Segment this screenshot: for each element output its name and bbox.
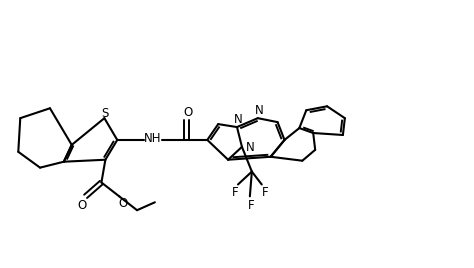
Text: N: N: [246, 141, 254, 154]
Text: F: F: [261, 186, 268, 199]
Text: S: S: [102, 107, 109, 120]
Text: N: N: [255, 104, 263, 117]
Text: O: O: [77, 199, 86, 212]
Text: N: N: [234, 113, 242, 126]
Text: F: F: [247, 199, 254, 212]
Text: O: O: [118, 197, 128, 210]
Text: NH: NH: [144, 132, 162, 146]
Text: O: O: [183, 106, 192, 119]
Text: F: F: [232, 186, 238, 199]
